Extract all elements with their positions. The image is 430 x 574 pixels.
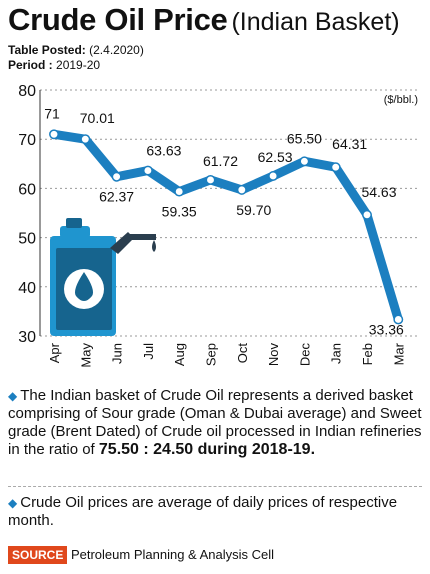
note-2-text: Crude Oil prices are average of daily pr… <box>8 494 398 529</box>
data-labels: 71 70.01 62.37 63.63 59.35 61.72 59.70 62.53 65.… <box>44 105 404 337</box>
x-tick-label: Jun <box>110 343 125 364</box>
unit-label: ($/bbl.) <box>383 94 418 106</box>
data-point <box>362 209 372 220</box>
line-chart: 30 40 50 60 70 80 71 70.01 62.37 63.63 59.35 61.72… <box>18 83 420 368</box>
data-label: 71 <box>44 105 60 121</box>
data-point <box>236 184 247 195</box>
x-tick-label: Sep <box>204 343 219 366</box>
data-label: 59.70 <box>236 202 271 218</box>
note-1-text: The Indian basket of Crude Oil represent… <box>8 387 422 458</box>
oil-can-icon <box>50 218 156 336</box>
data-label: 62.53 <box>258 149 293 165</box>
data-point <box>174 186 185 197</box>
x-tick-label: Oct <box>235 343 250 364</box>
y-tick-label: 30 <box>18 329 36 346</box>
y-tick-label: 80 <box>18 83 36 100</box>
data-label: 54.63 <box>361 184 396 200</box>
data-point <box>80 134 91 145</box>
chart-title-block: Crude Oil Price (Indian Basket) <box>8 2 400 38</box>
chart-title: Crude Oil Price <box>8 2 228 37</box>
data-label: 63.63 <box>146 143 181 159</box>
y-tick-label: 70 <box>18 132 36 149</box>
posted-date: Table Posted: (2.4.2020) <box>8 43 144 57</box>
note-2: ◆ Crude Oil prices are average of daily p… <box>8 494 422 530</box>
data-point <box>393 314 404 325</box>
x-tick-label: Aug <box>172 343 187 366</box>
data-label: 33.36 <box>369 321 404 337</box>
chart-subtitle: (Indian Basket) <box>231 8 400 36</box>
source-label: SOURCE <box>8 546 68 564</box>
data-label: 62.37 <box>99 189 134 205</box>
data-label: 65.50 <box>287 130 322 146</box>
bullet-icon: ◆ <box>8 496 18 510</box>
bullet-icon: ◆ <box>8 389 18 403</box>
y-tick-label: 60 <box>18 181 36 198</box>
x-tick-label: Feb <box>360 343 375 365</box>
x-tick-label: Apr <box>47 342 62 363</box>
x-tick-label: Dec <box>297 343 312 367</box>
data-label: 61.72 <box>203 153 238 169</box>
period-label: Period : <box>8 58 53 72</box>
data-label: 70.01 <box>80 110 115 126</box>
x-axis: Apr May Jun Jul Aug Sep Oct Nov Dec Jan Feb Mar <box>47 342 406 367</box>
x-tick-label: Nov <box>266 343 281 367</box>
note-1-ratio: 75.50 : 24.50 during 2018-19. <box>98 441 316 458</box>
y-tick-label: 50 <box>18 231 36 248</box>
note-1: ◆ The Indian basket of Crude Oil represen… <box>8 387 422 459</box>
x-tick-label: Jan <box>329 343 344 364</box>
x-tick-label: May <box>78 343 93 368</box>
period: Period : 2019-20 <box>8 58 100 72</box>
data-point <box>299 156 310 167</box>
data-label: 64.31 <box>332 136 367 152</box>
y-tick-label: 40 <box>18 280 36 297</box>
posted-label: Table Posted: <box>8 43 86 57</box>
source-text: Petroleum Planning & Analysis Cell <box>70 547 275 562</box>
y-axis: 30 40 50 60 70 80 <box>18 83 41 346</box>
data-point <box>111 171 122 182</box>
data-point <box>49 129 59 140</box>
divider <box>8 486 422 487</box>
data-label: 59.35 <box>162 204 197 220</box>
posted-value: (2.4.2020) <box>89 43 144 57</box>
series-line <box>49 129 403 324</box>
data-point <box>142 165 153 176</box>
data-point <box>268 171 279 181</box>
x-tick-label: Jul <box>141 343 156 360</box>
period-value: 2019-20 <box>56 58 101 72</box>
source-line: SOURCE Petroleum Planning & Analysis Cel… <box>8 546 275 564</box>
data-points <box>49 129 404 325</box>
data-point <box>205 174 216 185</box>
data-point <box>330 162 341 173</box>
x-tick-label: Mar <box>391 342 406 365</box>
